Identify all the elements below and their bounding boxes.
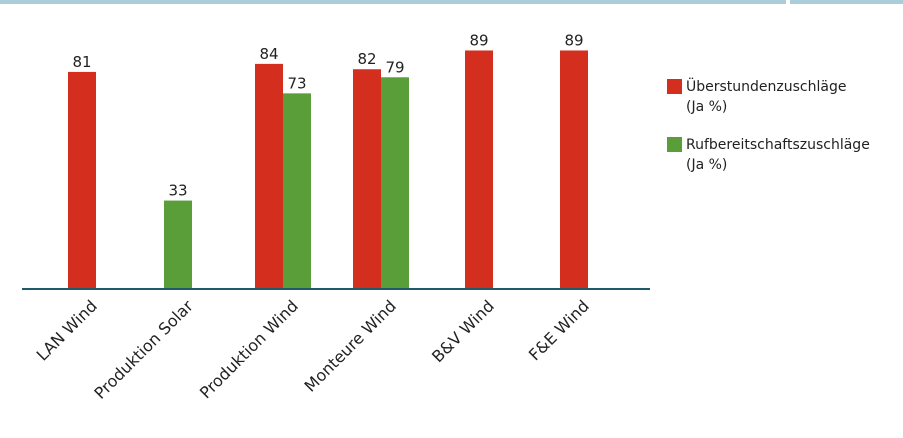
legend-label-overtime: Überstundenzuschläge [686, 79, 847, 95]
x-tick-label-0: LAN Wind [33, 296, 101, 364]
bar-overtime-5 [560, 50, 588, 290]
data-label-oncall-2: 73 [287, 74, 306, 92]
x-tick-label-3: Monteure Wind [301, 296, 400, 395]
bar-overtime-4 [465, 50, 493, 290]
legend-swatch-overtime [667, 79, 682, 94]
bar-oncall-3 [381, 77, 409, 289]
data-label-overtime-5: 89 [564, 31, 583, 49]
legend-unit-overtime: (Ja %) [686, 99, 728, 115]
legend-item-overtime: Überstundenzuschläge (Ja %) [667, 77, 903, 117]
data-label-overtime-0: 81 [72, 53, 91, 71]
bar-overtime-2 [255, 63, 283, 289]
bar-overtime-3 [353, 69, 381, 290]
legend-swatch-oncall [667, 137, 682, 152]
x-tick-label-2: Produktion Wind [196, 296, 302, 402]
x-tick-label-5: F&E Wind [525, 296, 593, 364]
data-label-overtime-3: 82 [357, 50, 376, 68]
legend-unit-oncall: (Ja %) [686, 157, 728, 173]
data-label-overtime-2: 84 [259, 45, 278, 63]
data-label-overtime-4: 89 [469, 31, 488, 49]
x-tick-label-4: B&V Wind [428, 296, 498, 366]
bar-oncall-1 [164, 200, 192, 289]
top-accent-bar-right [790, 0, 903, 4]
bar-oncall-2 [283, 93, 311, 289]
data-label-oncall-1: 33 [168, 182, 187, 200]
legend-item-oncall: Rufbereitschaftszuschläge (Ja %) [667, 135, 903, 175]
bar-overtime-0 [68, 71, 96, 289]
x-tick-label-1: Produktion Solar [90, 296, 197, 403]
data-label-oncall-3: 79 [385, 58, 404, 76]
top-accent-bar [0, 0, 786, 4]
legend: Überstundenzuschläge (Ja %) Rufbereitsch… [667, 77, 903, 193]
legend-label-oncall: Rufbereitschaftszuschläge [686, 137, 870, 153]
